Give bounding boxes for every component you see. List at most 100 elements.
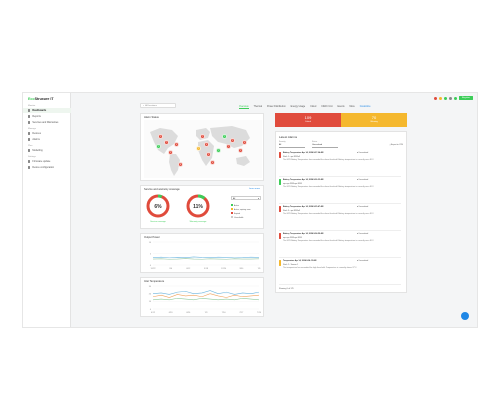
alarm-list-item[interactable]: Temperature Apr 14, 2024 8:24:13 AM ● Un… [279, 259, 401, 285]
legend-swatch [231, 212, 233, 214]
alarm-cluster-marker[interactable]: 5 [230, 138, 235, 143]
dashboard-icon [28, 109, 31, 112]
alarm-list-item[interactable]: Battery Temperature Apr 14, 2024 8:27:04… [279, 151, 401, 177]
alarm-cluster-marker[interactable]: 6 [204, 142, 209, 147]
register-button[interactable]: Register [458, 96, 473, 100]
kpi-bar: 109 Critical 70 Warning [275, 113, 407, 127]
alarm-cluster-marker[interactable]: 3 [238, 148, 243, 153]
alarm-cluster-marker[interactable]: 5 [158, 134, 163, 139]
coverage-gauges: 6% Service coverage 11% Warranty coverage [146, 194, 210, 223]
wrench-icon [28, 121, 31, 124]
location-search-input[interactable]: ⌕ All locations [140, 103, 176, 108]
critical-kpi[interactable]: 109 Critical [275, 113, 341, 127]
tab-power-distribution[interactable]: Power Distribution [267, 106, 286, 108]
latest-alarms-card: Latest Alarms Severity All Status Unreso… [275, 131, 407, 293]
report-icon [28, 115, 31, 118]
customize-link[interactable]: Customize [359, 106, 371, 108]
x-tick-label: 6/26 [186, 312, 191, 314]
tab-thermal[interactable]: Thermal [253, 106, 263, 108]
tab-overview[interactable]: Overview [239, 106, 249, 109]
alarm-description: The UPS Battery Temperature has exceeded… [283, 213, 375, 215]
tab-crac-unit[interactable]: CRAC Unit [321, 106, 333, 108]
status-dot-icon[interactable] [433, 96, 437, 100]
sidebar-item-label: Reports [32, 115, 41, 118]
alarm-status: ● Unresolved [357, 206, 369, 208]
alarm-cluster-marker[interactable]: 1 [196, 146, 201, 151]
status-filter-select[interactable]: Unresolved [312, 144, 338, 148]
alarm-cluster-marker[interactable]: 7 [164, 140, 169, 145]
tab-cloud[interactable]: Cloud [310, 106, 317, 108]
inlet-temperature-card: Inlet Temperature 30 20 10 0 6/12 6/19 6/26 7/3… [140, 277, 264, 317]
alarm-device: apc-apc1893-apc1893 [283, 182, 302, 185]
sidebar-item-services[interactable]: Services and Warranties [23, 120, 71, 125]
world-map-shapes [150, 126, 250, 176]
alarm-cluster-marker[interactable]: 2 [200, 134, 205, 139]
alarm-cluster-marker[interactable]: 1 [216, 148, 221, 153]
alarm-list-item[interactable]: Battery Temperature Apr 14, 2024 8:26:33… [279, 178, 401, 204]
alarm-list-item[interactable]: Battery Temperature Apr 14, 2024 8:24:59… [279, 232, 401, 258]
app-window: EcoStruxure IT Monitor Dashboards Report… [22, 92, 478, 328]
series-line [152, 290, 260, 295]
alarm-cluster-marker[interactable]: 4 [210, 160, 215, 165]
alarm-description: The temperature has exceeded the high th… [283, 267, 358, 269]
sidebar-item-label: Device configuration [32, 166, 55, 169]
alarm-cluster-marker[interactable]: 2 [222, 134, 227, 139]
alarm-cluster-marker[interactable]: 2 [226, 144, 231, 149]
severity-filter-label: Severity [279, 141, 286, 143]
alarm-title: Temperature Apr 14, 2024 8:24:13 AM [283, 260, 317, 262]
learn-more-link[interactable]: Learn more [248, 188, 260, 190]
alarm-description: The UPS Battery Temperature has exceeded… [283, 186, 375, 188]
severity-indicator [279, 260, 281, 266]
alarm-cluster-marker[interactable]: 3 [206, 152, 211, 157]
sidebar-item-label: Services and Warranties [32, 121, 59, 124]
latest-alarms-title: Latest Alarms [279, 135, 298, 139]
tab-events[interactable]: Events [337, 106, 345, 108]
gear-icon [28, 166, 31, 169]
brand-prefix: Eco [28, 97, 35, 101]
alarm-cluster-marker[interactable]: 4 [174, 142, 179, 147]
alarm-cluster-marker[interactable]: 3 [168, 150, 173, 155]
alarm-cluster-marker[interactable]: 2 [156, 144, 161, 149]
alarm-description: The UPS Battery Temperature has exceeded… [283, 159, 375, 161]
legend-swatch [231, 208, 233, 210]
x-tick-label: 3/30 [239, 268, 244, 270]
sidebar-item-devices[interactable]: Devices [23, 131, 71, 136]
legend-label: Unavailable [234, 217, 244, 219]
sidebar-item-dashboards[interactable]: Dashboards [23, 108, 71, 113]
inlet-temperature-title: Inlet Temperature [144, 280, 165, 283]
sidebar-item-device-config[interactable]: Device configuration [23, 165, 71, 170]
alarm-status-title: Alarm Status [144, 116, 159, 119]
alarm-status: ● Unresolved [357, 152, 369, 154]
status-dot-icon[interactable] [448, 96, 452, 100]
continent-south-america [169, 154, 180, 176]
alarm-cluster-marker[interactable]: 8 [178, 162, 183, 167]
sidebar-item-modelling[interactable]: Modelling [23, 148, 71, 153]
bell-icon [28, 138, 31, 141]
tab-more[interactable]: More [349, 106, 355, 108]
warning-kpi[interactable]: 70 Warning [341, 113, 407, 127]
help-button[interactable] [461, 312, 469, 320]
alarm-status: ● Unresolved [357, 179, 369, 181]
search-placeholder: All locations [145, 104, 157, 107]
coverage-filter-select[interactable]: All ▾ [231, 196, 261, 200]
warning-label: Warning [370, 120, 378, 123]
sidebar-item-firmware[interactable]: Firmware update [23, 159, 71, 164]
legend-item: Active [231, 204, 251, 207]
severity-filter-select[interactable]: All [279, 144, 305, 148]
export-csv-button[interactable]: ⤓ Export to CSV [390, 144, 403, 146]
tab-energy-usage[interactable]: Energy Usage [290, 106, 306, 108]
coverage-legend: Active Active, expiring soon Expired Unavai… [231, 204, 251, 220]
status-dot-icon[interactable] [453, 96, 457, 100]
alarm-title: Battery Temperature Apr 14, 2024 8:25:47… [283, 206, 324, 208]
y-tick-label: 5 [150, 253, 152, 255]
sidebar-item-alarms[interactable]: Alarms [23, 137, 71, 142]
alarm-cluster-marker[interactable]: 4 [242, 140, 247, 145]
status-dot-icon[interactable] [443, 96, 447, 100]
sidebar-item-reports[interactable]: Reports [23, 114, 71, 119]
status-dot-icon[interactable] [438, 96, 442, 100]
brand-logo[interactable]: EcoStruxure IT [28, 97, 54, 101]
gauge-arc [186, 194, 210, 218]
alarm-list-item[interactable]: Battery Temperature Apr 14, 2024 8:25:47… [279, 205, 401, 231]
